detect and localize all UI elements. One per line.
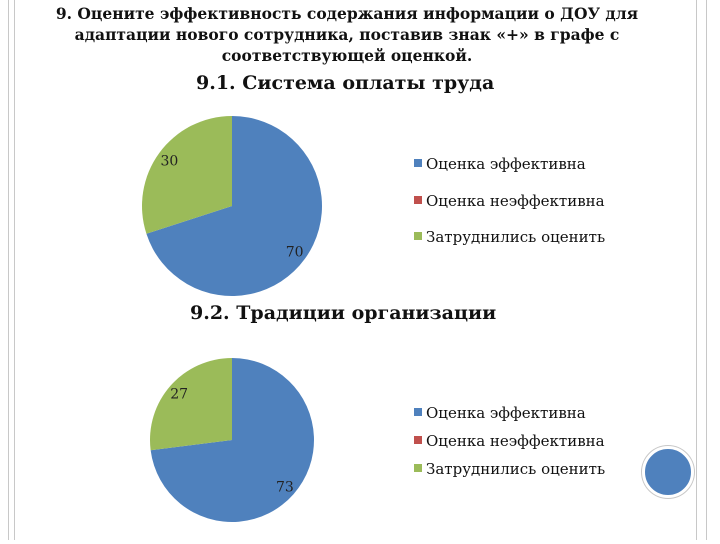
frame-line-left-outer <box>8 0 9 540</box>
chart-2-legend-item-undecided: Затруднились оценить <box>414 460 605 478</box>
frame-line-left-inner <box>14 0 15 540</box>
chart-1-slice-undecided <box>142 116 232 234</box>
legend-swatch-undecided <box>414 464 422 472</box>
question-line-1: 9. Оцените эффективность содержания инфо… <box>55 4 639 23</box>
chart-1-pie: 70 30 <box>142 116 322 296</box>
legend-label: Затруднились оценить <box>426 228 606 246</box>
question-line-2: адаптации нового сотрудника, поставив зн… <box>74 25 620 44</box>
chart-2-data-label-effective: 73 <box>276 480 294 496</box>
legend-label: Затруднились оценить <box>426 460 606 478</box>
legend-label: Оценка эффективна <box>426 404 586 422</box>
legend-swatch-effective <box>414 159 422 167</box>
chart-1-legend-item-effective: Оценка эффективна <box>414 155 586 173</box>
legend-label: Оценка неэффективна <box>426 192 605 210</box>
chart-1-title: 9.1. Система оплаты труда <box>196 72 495 94</box>
legend-label: Оценка эффективна <box>426 155 586 173</box>
chart-1-data-label-undecided: 30 <box>160 154 178 170</box>
question-line-3: соответствующей оценкой. <box>221 46 473 65</box>
chart-2-slice-effective <box>150 358 314 522</box>
chart-1-slice-effective <box>146 116 322 296</box>
chart-2-title: 9.2. Традиции организации <box>190 302 497 324</box>
decorative-circle <box>642 446 694 498</box>
chart-2-data-label-undecided: 27 <box>170 386 188 402</box>
legend-swatch-undecided <box>414 232 422 240</box>
chart-2-pie: 73 27 <box>150 358 314 522</box>
chart-1-legend-item-undecided: Затруднились оценить <box>414 228 605 246</box>
chart-1-data-label-effective: 70 <box>286 244 304 260</box>
legend-swatch-ineffective <box>414 436 422 444</box>
chart-2-legend-item-ineffective: Оценка неэффективна <box>414 432 605 450</box>
legend-swatch-effective <box>414 408 422 416</box>
chart-1-legend-item-ineffective: Оценка неэффективна <box>414 192 605 210</box>
legend-swatch-ineffective <box>414 196 422 204</box>
chart-2-legend-item-effective: Оценка эффективна <box>414 404 586 422</box>
question-header: 9. Оцените эффективность содержания инфо… <box>22 3 672 66</box>
chart-2-slice-undecided <box>150 358 232 451</box>
frame-line-right-outer <box>706 0 707 540</box>
frame-line-right-inner <box>696 0 697 540</box>
legend-label: Оценка неэффективна <box>426 432 605 450</box>
